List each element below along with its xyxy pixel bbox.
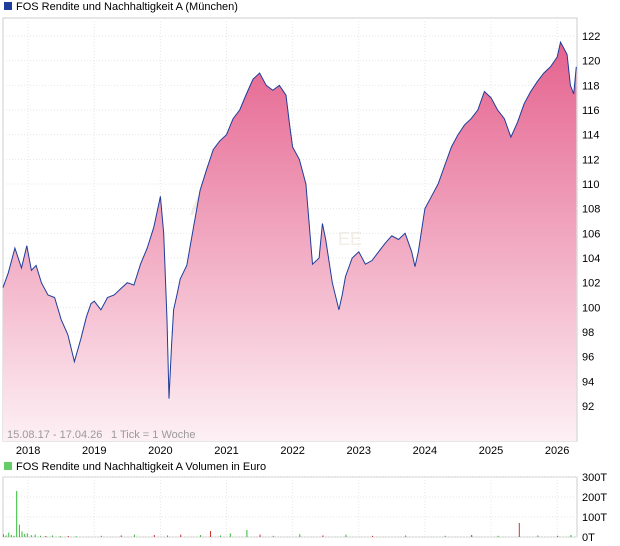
volume-bar	[210, 531, 211, 537]
volume-bar	[259, 534, 261, 537]
volume-bar	[497, 535, 499, 537]
volume-bar	[570, 535, 572, 537]
y-tick-label: 104	[582, 253, 600, 265]
volume-bar	[518, 523, 520, 537]
volume-bar	[18, 524, 20, 537]
volume-y-tick-label: 200T	[582, 492, 607, 504]
volume-bar	[21, 531, 23, 537]
volume-bar	[153, 535, 155, 537]
x-tick-label: 2023	[347, 445, 371, 457]
y-tick-label: 100	[582, 302, 600, 314]
watermark-logo-text: EE	[338, 229, 362, 249]
price-y-axis-labels: 92 94 96 98 100 102 104 106 108 110 112 114 116 118 12…	[582, 31, 600, 413]
volume-bar	[24, 534, 26, 537]
volume-bar	[75, 536, 77, 538]
volume-legend-swatch	[4, 462, 12, 470]
volume-bar	[246, 530, 248, 537]
y-tick-label: 92	[582, 401, 594, 413]
x-tick-label: 2024	[413, 445, 437, 457]
x-tick-label: 2025	[479, 445, 503, 457]
x-tick-label: 2021	[214, 445, 238, 457]
x-tick-label: 2019	[82, 445, 106, 457]
volume-bar	[537, 535, 539, 537]
y-tick-label: 118	[582, 80, 600, 92]
y-tick-label: 98	[582, 327, 594, 339]
volume-plot-frame	[2, 476, 578, 538]
volume-bar	[180, 534, 182, 537]
volume-bar	[59, 536, 61, 538]
volume-y-tick-label: 0T	[582, 532, 595, 544]
volume-bar	[200, 535, 202, 537]
volume-y-axis-labels: 0T 100T 200T 300T	[582, 472, 607, 544]
price-area	[3, 42, 577, 441]
volume-y-tick-label: 100T	[582, 512, 607, 524]
volume-bar	[557, 535, 559, 537]
volume-bar	[5, 535, 7, 537]
volume-bar	[34, 534, 36, 537]
volume-grid	[3, 476, 577, 538]
volume-bar	[26, 533, 28, 537]
price-line	[2, 40, 577, 399]
x-axis-year-labels: 2018 2019 2020 2021 2022 2023 2024 2025 2026	[16, 445, 570, 457]
y-tick-label: 94	[582, 376, 594, 388]
volume-bar	[40, 535, 41, 537]
price-legend-swatch	[4, 2, 12, 10]
volume-bar	[471, 535, 473, 537]
volume-bar	[272, 535, 274, 537]
y-tick-label: 112	[582, 154, 600, 166]
volume-bar	[133, 534, 135, 537]
volume-bar	[51, 535, 53, 537]
x-tick-label: 2026	[545, 445, 569, 457]
volume-bar	[444, 535, 446, 537]
x-tick-label: 2022	[280, 445, 304, 457]
volume-bar	[10, 535, 12, 537]
y-tick-label: 106	[582, 228, 600, 240]
y-tick-label: 120	[582, 56, 600, 68]
y-tick-label: 122	[582, 31, 600, 43]
y-tick-label: 108	[582, 204, 600, 216]
volume-bar	[120, 535, 122, 537]
volume-legend-label: FOS Rendite und Nachhaltigkeit A Volumen…	[16, 461, 266, 473]
volume-bar	[167, 535, 168, 537]
volume-bar	[45, 536, 47, 537]
volume-bar	[229, 533, 231, 537]
volume-bar	[13, 535, 15, 537]
volume-bar	[3, 534, 4, 537]
x-tick-label: 2018	[16, 445, 40, 457]
volume-bar	[30, 535, 32, 537]
volume-bar	[372, 535, 373, 537]
y-tick-label: 116	[582, 105, 600, 117]
volume-bar	[67, 536, 69, 537]
volume-bar	[16, 491, 18, 537]
volume-bar	[345, 534, 347, 537]
volume-bar	[322, 535, 324, 537]
footer-date-range: 15.08.17 - 17.04.26	[7, 429, 102, 441]
volume-bars	[3, 491, 572, 538]
y-tick-label: 114	[582, 130, 600, 142]
volume-bar	[299, 534, 301, 537]
volume-bar	[8, 532, 10, 537]
y-tick-label: 96	[582, 352, 594, 364]
x-tick-label: 2020	[148, 445, 172, 457]
footer-tick-info: 1 Tick = 1 Woche	[111, 429, 195, 441]
volume-bar	[219, 535, 221, 537]
price-legend-label: FOS Rendite und Nachhaltigkeit A (Münche…	[16, 1, 238, 13]
volume-bar	[405, 535, 407, 537]
y-tick-label: 110	[582, 179, 600, 191]
y-tick-label: 102	[582, 278, 600, 290]
volume-bar	[100, 535, 102, 537]
volume-y-tick-label: 300T	[582, 472, 607, 484]
